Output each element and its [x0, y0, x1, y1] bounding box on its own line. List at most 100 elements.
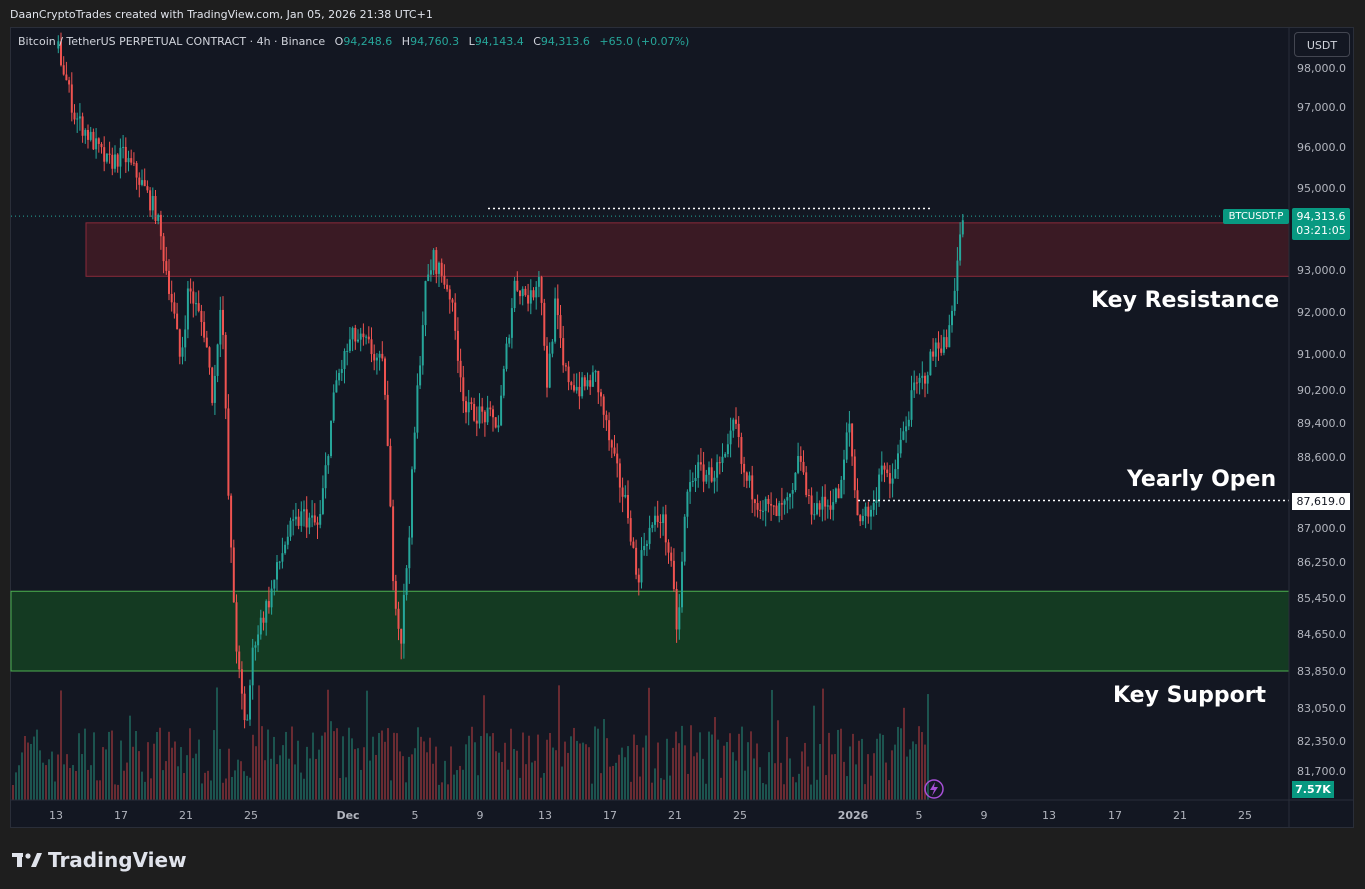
symbol-name[interactable]: Bitcoin / TetherUS PERPETUAL CONTRACT · …: [18, 35, 326, 48]
candle: [381, 341, 384, 362]
volume-bar: [390, 780, 392, 800]
candle: [543, 298, 546, 351]
volume-bar: [147, 742, 149, 800]
candle: [500, 384, 503, 427]
candle: [81, 112, 84, 143]
volume-bar: [285, 731, 287, 800]
candle: [224, 332, 227, 420]
volume-bar: [270, 758, 272, 800]
volume-bar: [276, 764, 278, 800]
candle-body: [789, 493, 791, 498]
candle: [465, 396, 467, 424]
candle: [951, 305, 953, 333]
volume-bar: [195, 753, 197, 800]
candle-body: [411, 469, 413, 538]
candle: [691, 472, 694, 487]
candle-body: [880, 465, 883, 475]
candle: [721, 443, 724, 473]
volume-bar: [567, 752, 569, 800]
candle: [292, 509, 295, 536]
candle: [816, 491, 818, 516]
tradingview-logo[interactable]: TradingView: [12, 848, 187, 872]
candle-body: [100, 143, 103, 148]
candle: [165, 246, 168, 275]
volume-bar: [264, 760, 266, 800]
candle: [797, 442, 800, 475]
candle-body: [502, 368, 505, 396]
candle-body: [564, 365, 567, 367]
candle: [802, 450, 805, 475]
candle-body: [192, 291, 195, 304]
candle-body: [386, 394, 389, 446]
volume-bar: [525, 764, 527, 800]
candle-body: [956, 260, 959, 291]
chart-frame[interactable]: [10, 27, 1354, 828]
volume-bar: [378, 733, 380, 800]
candle-body: [286, 536, 289, 545]
time-tick-label: 25: [244, 809, 258, 822]
candle: [942, 329, 945, 356]
volume-bar: [375, 754, 377, 800]
tradingview-logo-icon: [12, 853, 42, 867]
volume-bar: [615, 762, 617, 800]
volume-bar: [300, 772, 302, 800]
candle: [265, 599, 268, 636]
volume-bar: [414, 748, 416, 800]
volume-bar: [471, 726, 473, 800]
volume-bar: [453, 774, 455, 800]
volume-bar: [441, 782, 443, 800]
volume-bar: [633, 734, 635, 800]
candle: [948, 314, 951, 348]
candle: [778, 500, 781, 523]
candle: [867, 501, 870, 524]
volume-bar: [873, 753, 875, 800]
price-tick-label: 97,000.0: [1297, 101, 1346, 114]
candle-body: [937, 342, 940, 349]
volume-bar: [738, 733, 740, 800]
volume-bar: [201, 783, 203, 800]
candle-body: [195, 303, 197, 305]
candle: [926, 371, 929, 394]
volume-bar: [282, 745, 284, 800]
volume-bar: [456, 770, 458, 800]
volume-bar: [462, 769, 464, 800]
candle: [694, 464, 697, 493]
volume-bar: [594, 726, 596, 800]
currency-button[interactable]: USDT: [1294, 32, 1350, 57]
annotation-key-support: Key Support: [1113, 683, 1267, 708]
candle: [154, 189, 157, 224]
candle-body: [945, 337, 948, 348]
volume-bar: [642, 747, 644, 800]
yearly-open-price-tag: 87,619.0: [1292, 493, 1350, 510]
candle: [732, 417, 735, 438]
volume-bar: [336, 728, 338, 800]
candle: [645, 540, 648, 556]
candle-body: [357, 339, 359, 342]
candle: [745, 471, 748, 489]
candle: [89, 126, 92, 142]
candle-body: [627, 495, 629, 519]
candle: [492, 405, 494, 432]
candle-body: [594, 370, 597, 373]
volume-bar: [459, 765, 461, 800]
candle-body: [316, 522, 319, 525]
candle: [789, 493, 791, 510]
candle-body: [540, 277, 543, 303]
time-tick-label: 13: [49, 809, 63, 822]
volume-bar: [798, 773, 800, 800]
volume-bar: [762, 782, 764, 800]
candle-body: [321, 488, 324, 514]
candle-body: [381, 353, 384, 359]
volume-bar: [513, 748, 515, 800]
volume-tag: 7.57K: [1292, 781, 1334, 798]
candle-body: [637, 574, 640, 583]
candle: [640, 537, 643, 589]
candle: [497, 415, 500, 433]
candle: [840, 476, 843, 499]
candle-body: [729, 430, 732, 445]
candle-body: [691, 481, 694, 483]
candle: [527, 283, 530, 312]
volume-bar: [483, 695, 485, 800]
volume-bar: [834, 754, 836, 800]
